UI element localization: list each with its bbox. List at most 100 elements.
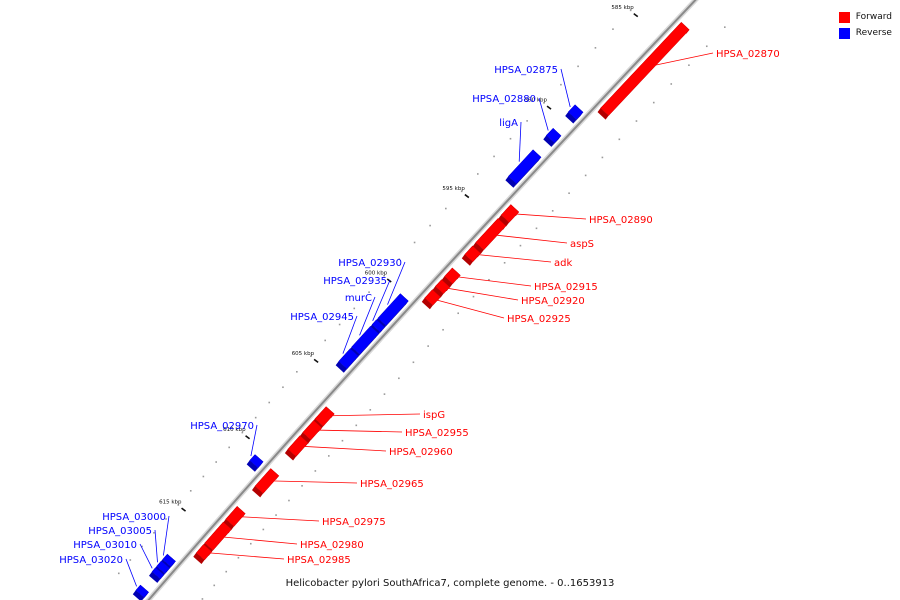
gene-label: HPSA_03020 <box>59 555 123 566</box>
minor-tick <box>488 278 490 281</box>
minor-tick <box>288 499 290 502</box>
gene-end-face <box>421 297 433 310</box>
minor-tick <box>412 361 415 364</box>
backbone <box>145 0 699 600</box>
gene-leader-line <box>637 52 714 70</box>
minor-tick <box>568 192 570 195</box>
minor-tick <box>368 291 370 293</box>
gene-label: ligA <box>499 118 518 129</box>
minor-tick <box>314 470 317 472</box>
gene-end-face <box>441 276 453 288</box>
gene-leader-line <box>560 68 571 108</box>
minor-tick <box>296 370 298 373</box>
gene-layer <box>132 21 690 600</box>
gene-end-face <box>222 519 234 531</box>
gene-label: HPSA_02925 <box>507 314 571 325</box>
gene-HPSA_02915[interactable] <box>441 267 461 288</box>
gene-HPSA_03010[interactable] <box>149 567 165 583</box>
gene-leader-line <box>317 413 421 417</box>
gene-end-face <box>252 486 264 498</box>
legend-forward-swatch <box>838 11 850 23</box>
gene-top-face <box>600 21 690 116</box>
minor-tick <box>413 241 416 244</box>
minor-tick <box>237 556 240 559</box>
gene-label: HPSA_02890 <box>589 215 653 226</box>
gene-label: HPSA_02915 <box>534 282 598 293</box>
gene-label: HPSA_02930 <box>338 258 402 269</box>
minor-tick <box>652 101 655 104</box>
gene-leader-line <box>291 445 387 452</box>
minor-tick <box>324 339 326 342</box>
gene-leader-line <box>228 515 320 522</box>
minor-tick <box>476 173 479 175</box>
gene-end-face <box>149 571 161 583</box>
gene-label: HPSA_02955 <box>405 428 469 439</box>
minor-tick <box>225 570 228 573</box>
minor-tick <box>551 210 554 212</box>
gene-leader-line <box>503 212 587 220</box>
gene-label: HPSA_02980 <box>300 540 364 551</box>
gene-label: HPSA_02875 <box>494 65 558 76</box>
gene-leader-line <box>372 279 391 321</box>
gene-top-face <box>314 406 335 427</box>
gene-leader-line <box>425 296 505 319</box>
tick-label: 585 kbp <box>611 5 634 11</box>
minor-tick <box>201 598 204 600</box>
minor-tick <box>509 137 512 140</box>
gene-label: HPSA_02965 <box>360 479 424 490</box>
minor-tick <box>472 295 475 298</box>
gene-end-face <box>472 242 484 254</box>
gene-HPSA_02970[interactable] <box>246 454 264 472</box>
gene-label: HPSA_02945 <box>290 312 354 323</box>
gene-end-face <box>299 432 311 444</box>
minor-tick <box>165 518 167 520</box>
gene-end-face <box>498 215 510 227</box>
gene-top-face <box>204 521 232 551</box>
gene-leader-line <box>197 551 285 560</box>
minor-tick <box>560 83 562 86</box>
legend: Forward Reverse <box>838 9 892 41</box>
genome-caption: Helicobacter pylori SouthAfrica7, comple… <box>285 578 615 589</box>
minor-tick <box>535 227 538 230</box>
major-tick <box>245 435 251 440</box>
gene-leader-line <box>211 535 298 545</box>
gene-HPSA_03020[interactable] <box>132 584 150 600</box>
minor-tick <box>670 83 673 85</box>
legend-forward-label: Forward <box>855 12 892 22</box>
gene-label: HPSA_02985 <box>287 555 351 566</box>
gene-ligA[interactable] <box>505 149 542 188</box>
gene-leader-line <box>260 480 358 484</box>
gene-HPSA_02925[interactable] <box>421 289 441 310</box>
gene-label: HPSA_02920 <box>521 296 585 307</box>
gene-HPSA_02965[interactable] <box>252 468 280 498</box>
gene-HPSA_02945[interactable] <box>335 348 359 373</box>
gene-leader-line <box>359 296 376 336</box>
gene-label-layer: HPSA_02870 HPSA_02875 HPSA_02880 ligA HPSA_0… <box>59 49 780 587</box>
minor-tick <box>282 386 284 389</box>
minor-tick <box>543 102 545 104</box>
gene-leader-line <box>163 515 170 556</box>
gene-end-face <box>132 590 145 600</box>
minor-tick <box>228 446 230 449</box>
gene-leader-line <box>484 233 568 244</box>
major-tick <box>633 13 639 18</box>
gene-HPSA_02870[interactable] <box>597 21 690 120</box>
gene-top-face <box>338 348 359 370</box>
minor-tick <box>249 542 252 545</box>
minor-tick <box>427 345 429 347</box>
gene-label: HPSA_02970 <box>190 421 254 432</box>
minor-tick <box>369 409 372 411</box>
gene-HPSA_02880[interactable] <box>543 127 562 147</box>
minor-tick <box>383 274 385 277</box>
tick-label: 590 kbp <box>525 98 548 104</box>
gene-top-face <box>162 553 176 568</box>
minor-tick <box>141 545 143 548</box>
gene-label: HPSA_03005 <box>88 526 152 537</box>
gene-leader-line <box>518 121 522 162</box>
minor-tick <box>526 120 528 122</box>
gene-HPSA_02875[interactable] <box>565 104 584 124</box>
gene-end-face <box>565 112 577 124</box>
minor-tick <box>584 174 587 177</box>
minor-tick <box>254 416 257 419</box>
